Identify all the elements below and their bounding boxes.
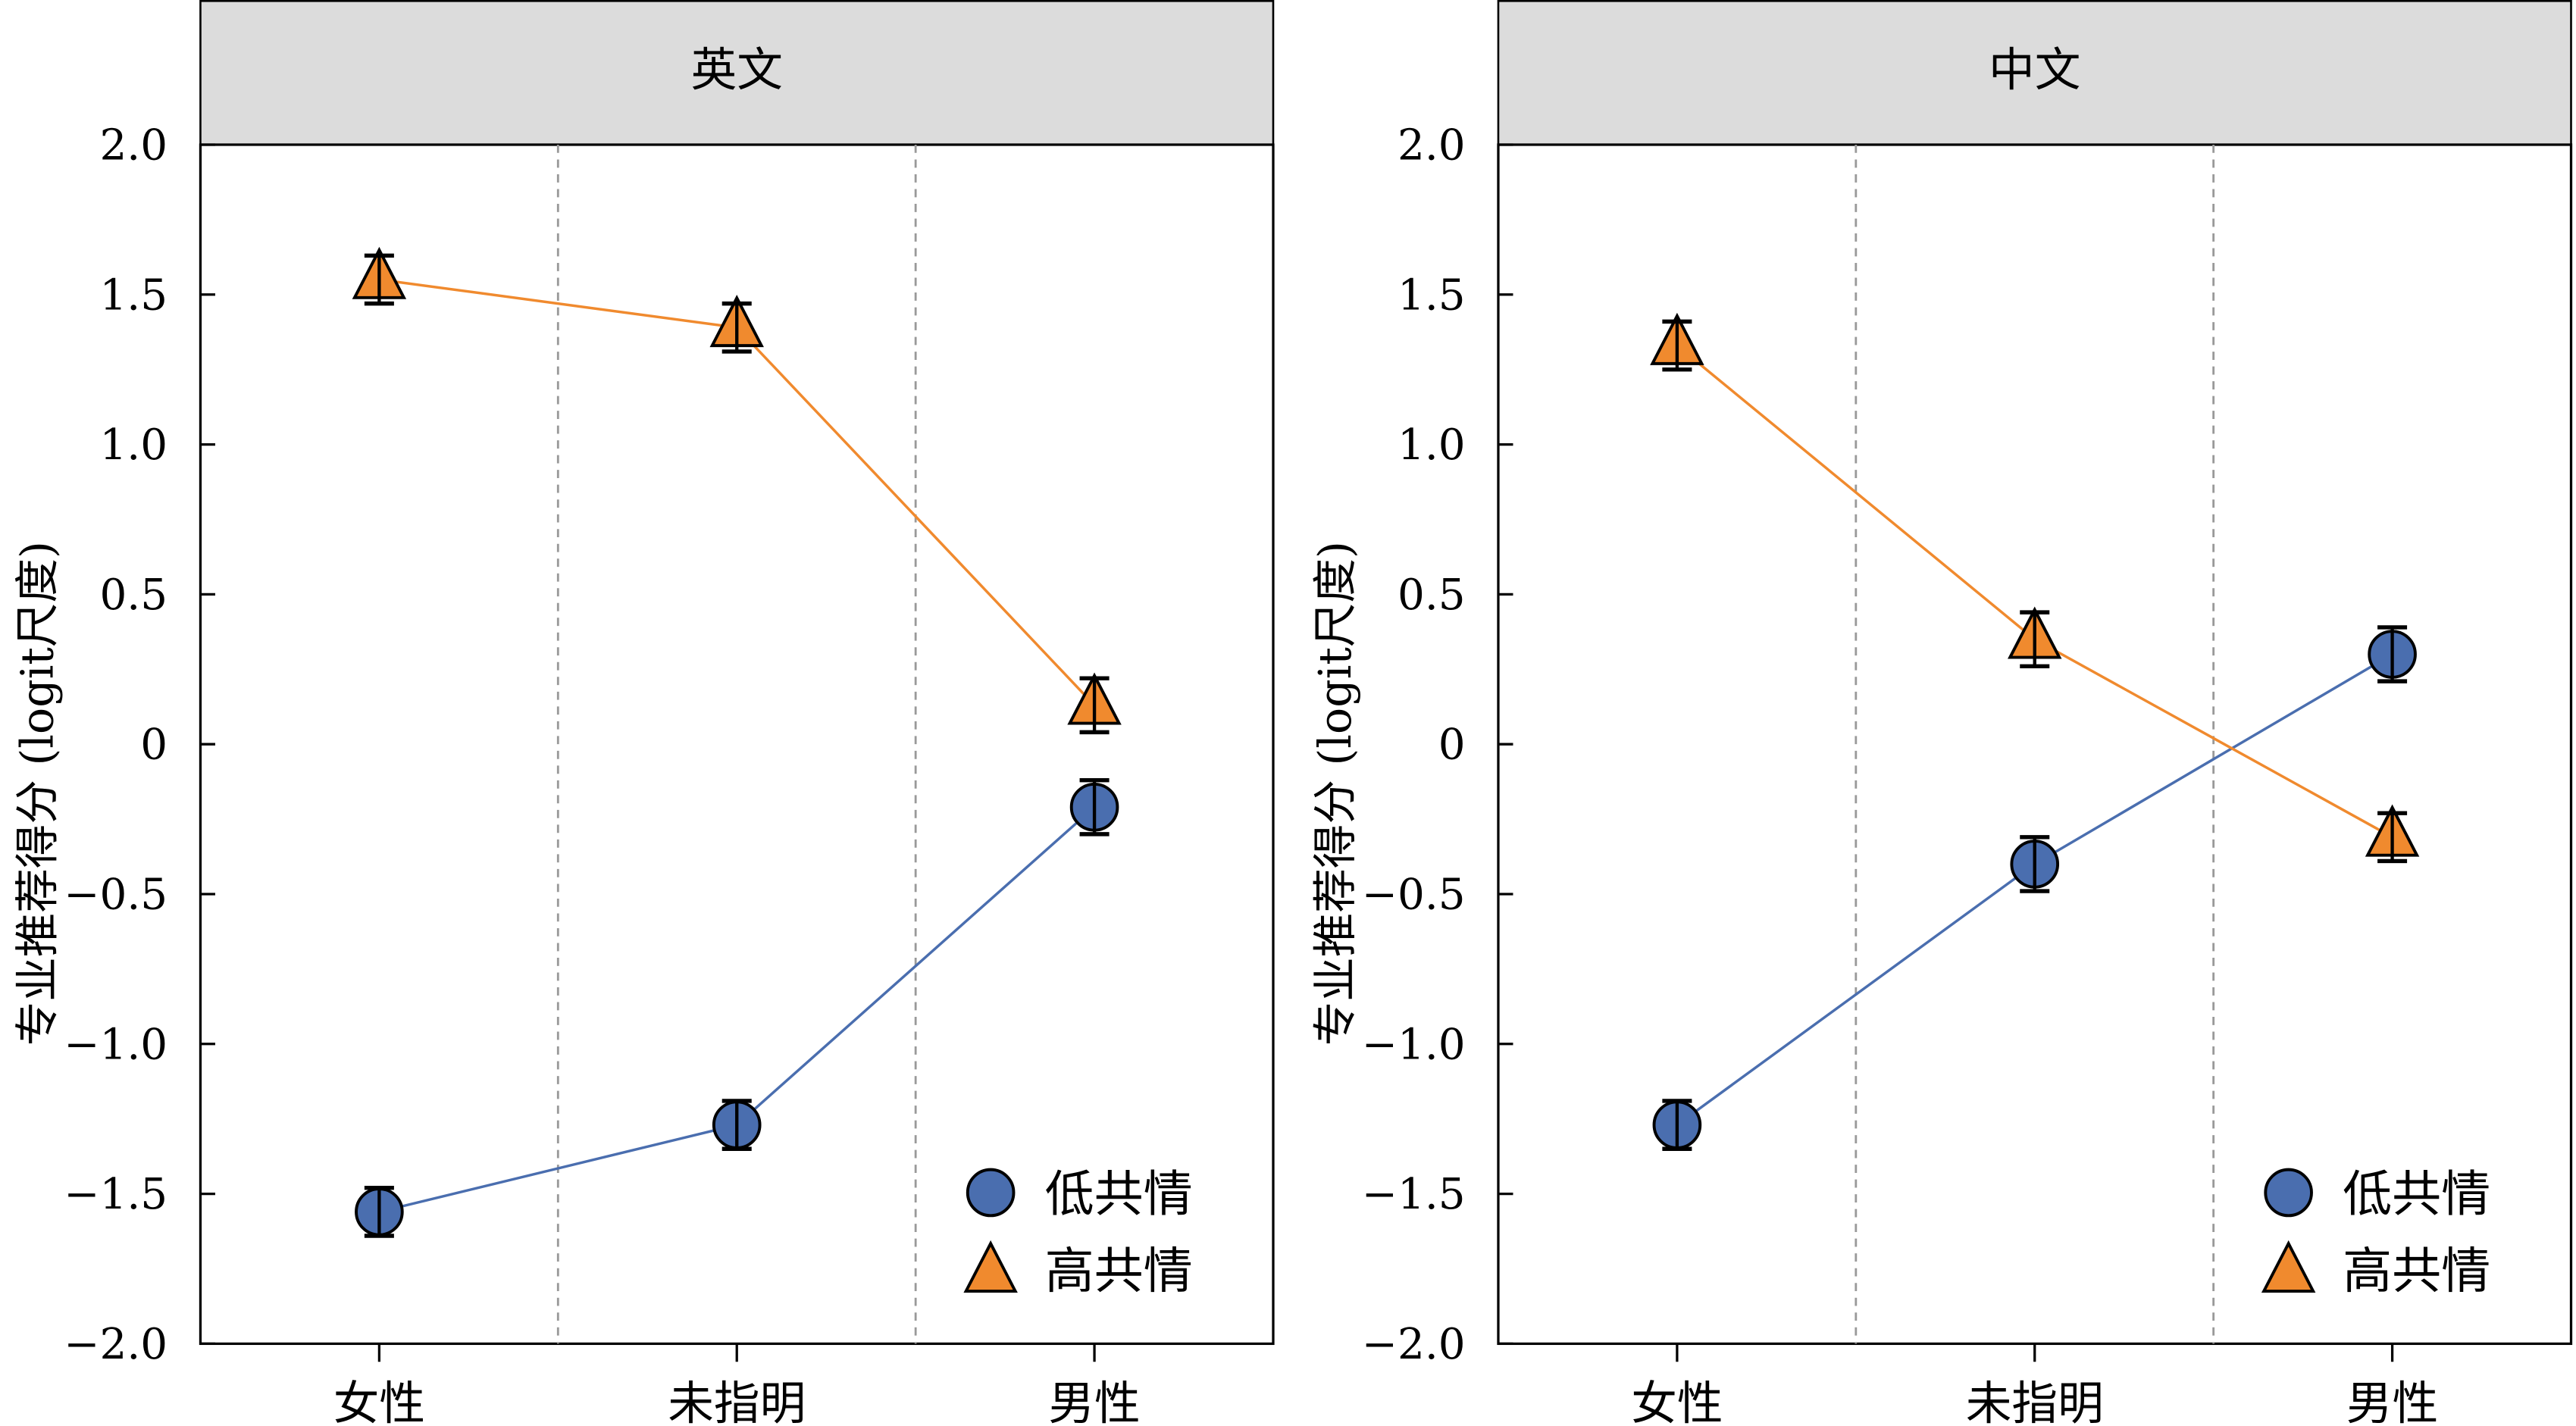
data-point [1067,672,1122,735]
y-tick-label: −1.5 [64,1170,167,1219]
y-tick-label: 0 [1438,721,1466,770]
panel-english: 英文 −2.0 −1.5 −1.0 −0.5 0 0.5 1.0 1.5 2.0 女性 未指明 男性 专业… [11,0,1275,1426]
legend-label: 高共情 [1045,1243,1193,1300]
y-tick-label: 1.5 [99,271,167,320]
x-tick-label: 女性 [1631,1378,1723,1426]
y-tick-label: −1.0 [1362,1020,1466,1069]
x-tick-label: 女性 [333,1378,425,1426]
legend-triangle-icon [2261,1240,2316,1293]
x-tick-label: 男性 [1048,1378,1140,1426]
legend-triangle-icon [963,1240,1018,1293]
y-tick-label: −1.0 [64,1020,167,1069]
x-tick-label: 未指明 [668,1378,806,1426]
y-tick-label: 2.0 [99,120,167,170]
panel-title: 中文 [1989,44,2080,97]
panel-chinese: 中文 −2.0 −1.5 −1.0 −0.5 0 0.5 1.0 1.5 2.0 女性 未指明 男性 专业… [1310,0,2573,1426]
y-tick-label: 1.0 [1398,421,1466,470]
legend-circle-icon [966,1168,1016,1218]
panel-header [199,0,1275,146]
data-point [1652,1099,1702,1151]
y-tick-label: 1.0 [99,421,167,470]
data-point [2368,625,2417,683]
y-tick-label: 0 [140,721,167,770]
panel-title: 英文 [691,44,783,97]
data-point [2010,835,2060,893]
legend-label: 低共情 [1045,1166,1193,1223]
y-axis-label: 专业推荐得分 (logit尺度) [11,541,63,1046]
x-tick-label: 男性 [2346,1378,2438,1426]
panel-header [1497,0,2572,146]
y-tick-label: 2.0 [1398,120,1466,170]
data-point [1069,777,1119,837]
plot-area [1497,143,2573,1346]
y-tick-label: −2.0 [64,1320,167,1369]
y-tick-label: 1.5 [1398,271,1466,320]
data-point [2365,804,2420,864]
data-point [712,1099,762,1151]
legend-label: 低共情 [2343,1166,2490,1223]
data-point [352,246,407,306]
legend-label: 高共情 [2343,1243,2490,1300]
y-tick-label: −0.5 [64,871,167,920]
y-tick-label: −0.5 [1362,871,1466,920]
y-tick-label: 0.5 [1398,571,1466,620]
y-tick-label: −1.5 [1362,1170,1466,1219]
y-tick-label: 0.5 [99,571,167,620]
y-tick-label: −2.0 [1362,1320,1466,1369]
x-tick-label: 未指明 [1966,1378,2104,1426]
y-axis-label: 专业推荐得分 (logit尺度) [1310,541,1361,1046]
data-point [709,295,764,354]
legend-circle-icon [2264,1168,2313,1218]
data-point [355,1185,404,1238]
data-point [1650,312,1704,372]
data-point [2008,606,2062,669]
